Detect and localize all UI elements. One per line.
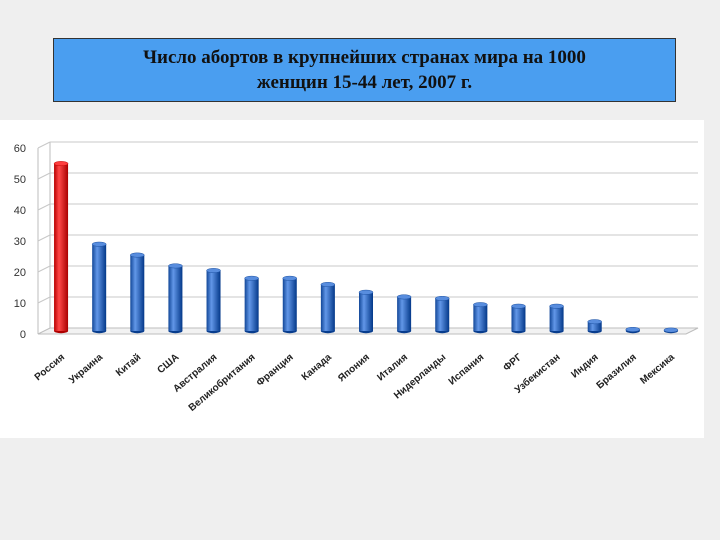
x-tick-label: Великобритания bbox=[186, 351, 258, 414]
chart-panel: 0 10 20 30 40 50 60 Россия Украина Китай США Австра… bbox=[0, 120, 704, 438]
bar bbox=[473, 304, 488, 331]
bar-top bbox=[396, 294, 412, 300]
x-tick-label: США bbox=[156, 352, 182, 376]
chart-title-line-2: женщин 15-44 лет, 2007 г. bbox=[256, 72, 473, 93]
x-tick-label: Канада bbox=[300, 352, 334, 383]
x-tick-label: Индия bbox=[569, 352, 600, 381]
bar-top bbox=[206, 268, 221, 274]
bar-top bbox=[473, 302, 488, 308]
bar-top bbox=[587, 319, 602, 325]
x-tick-label: Италия bbox=[375, 352, 410, 384]
bar-top bbox=[244, 275, 259, 281]
bar-top bbox=[625, 327, 641, 332]
y-tick-label: 40 bbox=[14, 205, 26, 217]
y-tick-label: 0 bbox=[20, 329, 26, 341]
bar bbox=[206, 270, 221, 331]
bar bbox=[511, 306, 526, 331]
bar-top bbox=[434, 296, 450, 301]
gridline-diagonal bbox=[37, 203, 51, 211]
bar-top bbox=[358, 289, 374, 295]
bar bbox=[435, 298, 450, 331]
x-tick-label: ФРГ bbox=[501, 352, 524, 374]
x-tick-label: Китай bbox=[114, 352, 143, 379]
bar-top bbox=[130, 252, 145, 258]
y-tick-label: 30 bbox=[14, 236, 26, 248]
bar-top bbox=[282, 275, 298, 281]
x-tick-label: Мексика bbox=[638, 352, 677, 387]
bar bbox=[54, 163, 69, 331]
x-tick-label: Бразилия bbox=[595, 352, 639, 392]
gridline-diagonal bbox=[37, 172, 51, 180]
bar bbox=[549, 306, 564, 331]
bar bbox=[92, 244, 107, 331]
bar bbox=[397, 296, 412, 331]
bar bbox=[320, 284, 335, 331]
y-tick-label: 20 bbox=[14, 267, 26, 279]
x-tick-label: Испания bbox=[447, 352, 487, 388]
bar-top bbox=[549, 303, 564, 309]
y-tick-label: 50 bbox=[14, 174, 26, 186]
bar-top bbox=[663, 327, 679, 333]
x-tick-label: Украина bbox=[67, 352, 105, 387]
x-tick-label: Япония bbox=[336, 352, 372, 385]
bar bbox=[244, 278, 259, 331]
y-tick-label: 10 bbox=[14, 298, 26, 310]
chart-title-line-1: Число абортов в крупнейших странах мира … bbox=[143, 47, 586, 68]
bar bbox=[130, 255, 145, 331]
bar-top bbox=[168, 263, 183, 269]
chart-title-box: Число абортов в крупнейших странах мира … bbox=[53, 38, 676, 102]
gridline-diagonal bbox=[37, 296, 51, 304]
y-tick-label: 60 bbox=[14, 143, 26, 155]
bar-top bbox=[320, 282, 336, 287]
bar bbox=[359, 292, 373, 331]
x-tick-label: Франция bbox=[255, 352, 296, 389]
gridline-diagonal bbox=[37, 234, 51, 242]
gridline-diagonal bbox=[37, 141, 51, 149]
bar-top bbox=[53, 161, 69, 167]
bar bbox=[282, 278, 297, 331]
bar bbox=[587, 321, 602, 331]
bar-top bbox=[511, 303, 526, 309]
bar-top bbox=[91, 241, 107, 247]
x-tick-label: Россия bbox=[33, 352, 67, 383]
bar bbox=[168, 265, 183, 331]
gridline-diagonal bbox=[37, 265, 51, 273]
